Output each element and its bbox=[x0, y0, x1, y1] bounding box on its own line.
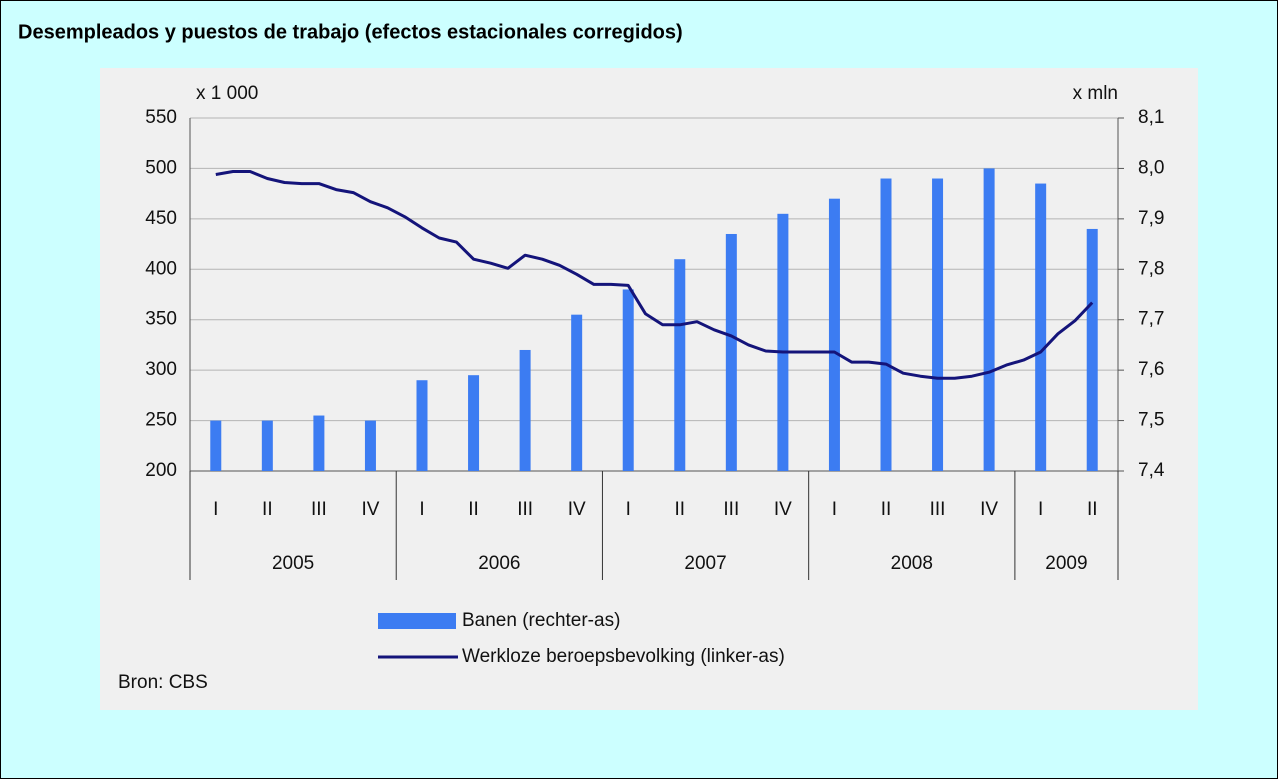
bar bbox=[932, 178, 944, 471]
x-tick-label: III bbox=[930, 499, 946, 520]
y-tick-label: 550 bbox=[145, 107, 177, 128]
x-tick-label: I bbox=[419, 499, 424, 520]
y-axis-label: x 1 000 bbox=[196, 83, 258, 104]
group-label: 2007 bbox=[684, 553, 726, 574]
bar bbox=[210, 420, 222, 471]
y2-tick-label: 8,0 bbox=[1138, 157, 1164, 178]
legend-label: Banen (rechter-as) bbox=[462, 610, 620, 631]
y-tick-label: 200 bbox=[145, 460, 177, 481]
y2-tick-label: 7,4 bbox=[1138, 460, 1165, 481]
bar bbox=[777, 213, 789, 472]
bar bbox=[880, 178, 892, 471]
y-tick-label: 250 bbox=[145, 410, 177, 431]
x-tick-label: IV bbox=[774, 499, 792, 520]
x-tick-label: II bbox=[881, 499, 892, 520]
bar bbox=[622, 289, 634, 471]
bar bbox=[725, 233, 737, 471]
group-label: 2009 bbox=[1045, 553, 1087, 574]
chart-panel bbox=[100, 68, 1198, 710]
x-tick-label: II bbox=[1087, 499, 1098, 520]
bar bbox=[261, 420, 273, 471]
y2-tick-label: 7,9 bbox=[1138, 208, 1164, 229]
page-title: Desempleados y puestos de trabajo (efect… bbox=[18, 21, 683, 43]
y2-tick-label: 7,6 bbox=[1138, 359, 1164, 380]
x-tick-label: I bbox=[213, 499, 218, 520]
y2-axis-label: x mln bbox=[1073, 83, 1118, 104]
y-tick-label: 450 bbox=[145, 208, 177, 229]
x-tick-label: IV bbox=[980, 499, 998, 520]
legend-swatch bbox=[378, 613, 456, 629]
bar bbox=[571, 314, 583, 471]
bar bbox=[468, 375, 480, 471]
x-tick-label: III bbox=[311, 499, 327, 520]
x-tick-label: III bbox=[517, 499, 533, 520]
x-tick-label: II bbox=[674, 499, 685, 520]
x-tick-label: II bbox=[262, 499, 273, 520]
line bbox=[215, 170, 1094, 380]
bar bbox=[1035, 183, 1047, 472]
bar bbox=[828, 198, 840, 471]
x-tick-label: I bbox=[1038, 499, 1043, 520]
bar bbox=[519, 349, 531, 471]
group-label: 2008 bbox=[891, 553, 933, 574]
bar bbox=[674, 259, 686, 471]
y2-tick-label: 7,5 bbox=[1138, 410, 1164, 431]
x-tick-label: IV bbox=[568, 499, 586, 520]
y-tick-label: 300 bbox=[145, 359, 177, 380]
group-label: 2005 bbox=[272, 553, 314, 574]
y2-tick-label: 8,1 bbox=[1138, 107, 1164, 128]
x-tick-label: III bbox=[723, 499, 739, 520]
y-tick-label: 350 bbox=[145, 309, 177, 330]
bar bbox=[416, 380, 428, 471]
group-label: 2006 bbox=[478, 553, 520, 574]
bar bbox=[364, 420, 376, 471]
bar bbox=[313, 415, 325, 471]
legend-label: Werkloze beroepsbevolking (linker-as) bbox=[462, 646, 785, 667]
y-tick-label: 400 bbox=[145, 258, 177, 279]
y-tick-label: 500 bbox=[145, 157, 177, 178]
y2-tick-label: 7,8 bbox=[1138, 258, 1164, 279]
x-tick-label: I bbox=[626, 499, 631, 520]
source: Bron: CBS bbox=[118, 672, 208, 693]
bar bbox=[983, 168, 995, 471]
x-tick-label: IV bbox=[361, 499, 379, 520]
x-tick-label: I bbox=[832, 499, 837, 520]
x-tick-label: II bbox=[468, 499, 479, 520]
bar bbox=[1086, 228, 1098, 471]
y2-tick-label: 7,7 bbox=[1138, 309, 1164, 330]
